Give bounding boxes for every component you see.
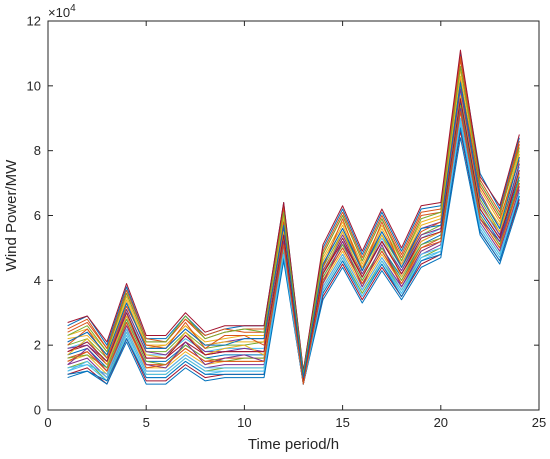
y-tick-label: 10	[27, 78, 41, 93]
x-tick-label: 0	[44, 415, 51, 430]
y-tick-label: 12	[27, 14, 41, 29]
y-axis-exponent-base: ×10	[48, 5, 70, 20]
x-tick-label: 20	[434, 415, 448, 430]
series-line-30	[67, 111, 520, 385]
series-line-28	[67, 98, 520, 382]
series-line-16	[67, 56, 520, 375]
x-tick-label: 25	[532, 415, 546, 430]
y-axis-exponent-label: ×104	[48, 3, 76, 20]
y-tick-label: 0	[34, 403, 41, 418]
x-tick-label: 15	[335, 415, 349, 430]
x-tick-label: 5	[143, 415, 150, 430]
x-axis-label: Time period/h	[248, 436, 339, 453]
x-axis-ticks: 0 5 10 15 20 25	[44, 21, 546, 430]
series-line-21	[67, 49, 520, 372]
series-line-29	[67, 82, 520, 379]
series-line-26	[67, 65, 520, 375]
y-tick-label: 2	[34, 338, 41, 353]
series-lines	[67, 49, 520, 385]
x-tick-label: 10	[237, 415, 251, 430]
y-axis-label: Wind Power/MW	[3, 159, 20, 272]
y-axis-ticks: 0 2 4 6 8 10 12	[27, 14, 539, 418]
y-tick-label: 4	[34, 273, 41, 288]
y-tick-label: 8	[34, 143, 41, 158]
y-tick-label: 6	[34, 208, 41, 223]
series-line-2	[67, 59, 520, 375]
series-line-27	[67, 120, 520, 385]
y-axis-exponent-power: 4	[70, 3, 76, 14]
